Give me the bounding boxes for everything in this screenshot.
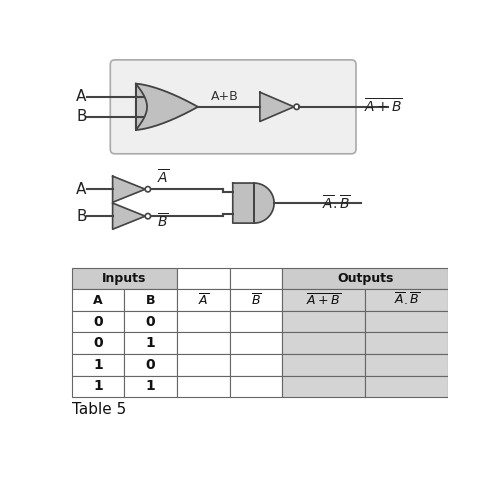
Bar: [365, 354, 448, 376]
Polygon shape: [260, 92, 294, 122]
Bar: [72, 289, 124, 311]
Bar: [177, 354, 230, 376]
Text: 1: 1: [93, 358, 103, 372]
Bar: [124, 376, 177, 397]
Bar: [177, 268, 230, 289]
Bar: [230, 332, 282, 354]
Bar: [177, 332, 230, 354]
Bar: [282, 332, 365, 354]
Bar: [365, 311, 448, 332]
Text: $\overline{A}.\overline{B}$: $\overline{A}.\overline{B}$: [322, 194, 351, 212]
Bar: [124, 289, 177, 311]
Text: $\overline{A+B}$: $\overline{A+B}$: [365, 98, 403, 116]
Bar: [177, 289, 230, 311]
Text: $\overline{A}.\overline{B}$: $\overline{A}.\overline{B}$: [393, 292, 420, 308]
Bar: [72, 376, 124, 397]
Bar: [124, 354, 177, 376]
Bar: [365, 376, 448, 397]
Text: A: A: [76, 182, 87, 197]
Polygon shape: [233, 183, 274, 223]
Text: $\overline{B}$: $\overline{B}$: [250, 293, 261, 308]
Bar: [365, 332, 448, 354]
Text: A: A: [93, 294, 103, 307]
Text: A: A: [76, 89, 87, 104]
Bar: [230, 268, 282, 289]
Bar: [177, 311, 230, 332]
Bar: [230, 376, 282, 397]
Text: $\overline{A}$: $\overline{A}$: [157, 169, 169, 187]
FancyBboxPatch shape: [110, 60, 356, 154]
Circle shape: [145, 213, 150, 219]
Polygon shape: [113, 203, 145, 229]
Text: B: B: [76, 208, 87, 224]
Polygon shape: [113, 176, 145, 202]
Text: 0: 0: [146, 314, 155, 329]
Text: A+B: A+B: [211, 90, 239, 104]
Bar: [177, 376, 230, 397]
Bar: [72, 268, 177, 289]
Bar: [72, 354, 124, 376]
Bar: [282, 268, 448, 289]
Text: $\overline{A}$: $\overline{A}$: [198, 293, 209, 308]
Text: 0: 0: [146, 358, 155, 372]
Circle shape: [145, 187, 150, 192]
Bar: [124, 311, 177, 332]
Bar: [282, 376, 365, 397]
Bar: [365, 289, 448, 311]
Bar: [230, 311, 282, 332]
Bar: [230, 354, 282, 376]
Bar: [124, 332, 177, 354]
Polygon shape: [136, 84, 198, 130]
Text: 1: 1: [93, 380, 103, 393]
Text: Table 5: Table 5: [72, 402, 126, 417]
Text: B: B: [76, 109, 87, 124]
Bar: [72, 311, 124, 332]
Text: B: B: [146, 294, 155, 307]
Text: 1: 1: [146, 380, 155, 393]
Text: Outputs: Outputs: [337, 272, 393, 285]
Bar: [282, 354, 365, 376]
Bar: [282, 311, 365, 332]
Bar: [72, 332, 124, 354]
Text: 1: 1: [146, 336, 155, 350]
Text: Inputs: Inputs: [102, 272, 146, 285]
Circle shape: [294, 104, 299, 109]
Text: $\overline{A+B}$: $\overline{A+B}$: [306, 293, 342, 308]
Text: $\overline{B}$: $\overline{B}$: [157, 212, 169, 231]
Bar: [282, 289, 365, 311]
Bar: [230, 289, 282, 311]
Text: 0: 0: [93, 314, 103, 329]
Text: 0: 0: [93, 336, 103, 350]
